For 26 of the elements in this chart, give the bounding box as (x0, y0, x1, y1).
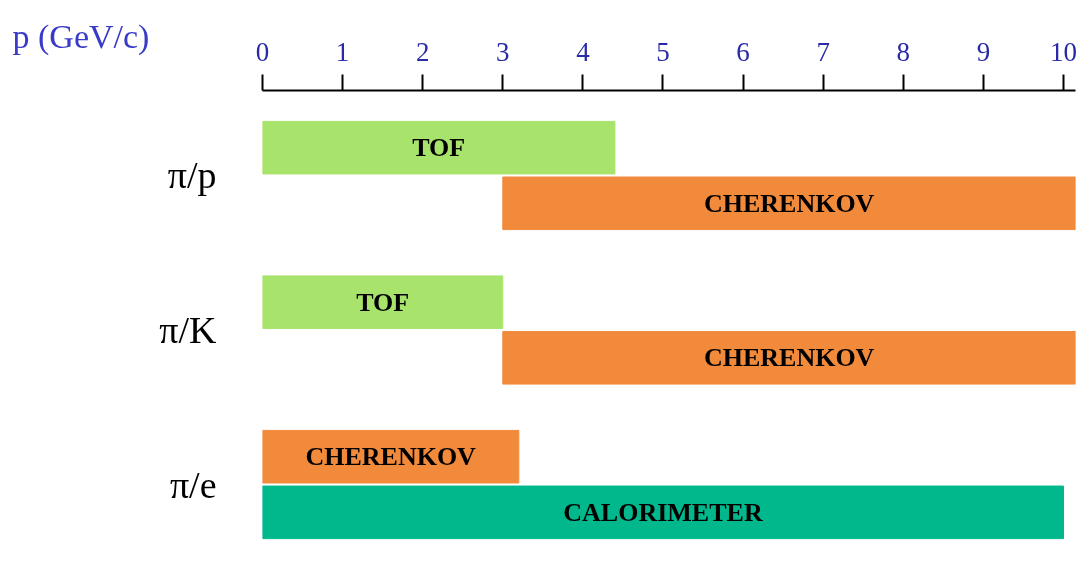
x-tick-label: 5 (656, 36, 670, 67)
x-tick-label: 9 (976, 36, 991, 67)
bar (262, 275, 504, 329)
data-label: CHERENKOV (703, 188, 875, 218)
x-tick-label: 1 (335, 36, 350, 67)
x-tick-label: 6 (736, 36, 750, 67)
data-label: CHERENKOV (305, 442, 477, 472)
x-tick-label: 0 (255, 36, 270, 67)
x-axis-title: p (GeV/c) (12, 17, 150, 56)
y-tick-label: π/K (159, 309, 218, 351)
x-tick-label: 4 (576, 36, 591, 67)
x-tick-label: 8 (896, 36, 911, 67)
data-label: CHERENKOV (703, 343, 875, 373)
data-label: TOF (412, 133, 466, 163)
bar (262, 485, 1064, 540)
y-tick-label: π/e (169, 463, 217, 506)
bar (262, 120, 616, 175)
x-tick-label: 10 (1049, 36, 1077, 67)
x-tick-label: 3 (496, 36, 510, 67)
x-tick-label: 2 (415, 36, 430, 67)
data-label: TOF (356, 287, 410, 317)
bar (502, 331, 1076, 385)
x-tick-label: 7 (816, 36, 830, 67)
data-label: CALORIMETER (563, 497, 763, 527)
y-tick-label: π/p (167, 154, 217, 197)
bar (502, 176, 1076, 231)
